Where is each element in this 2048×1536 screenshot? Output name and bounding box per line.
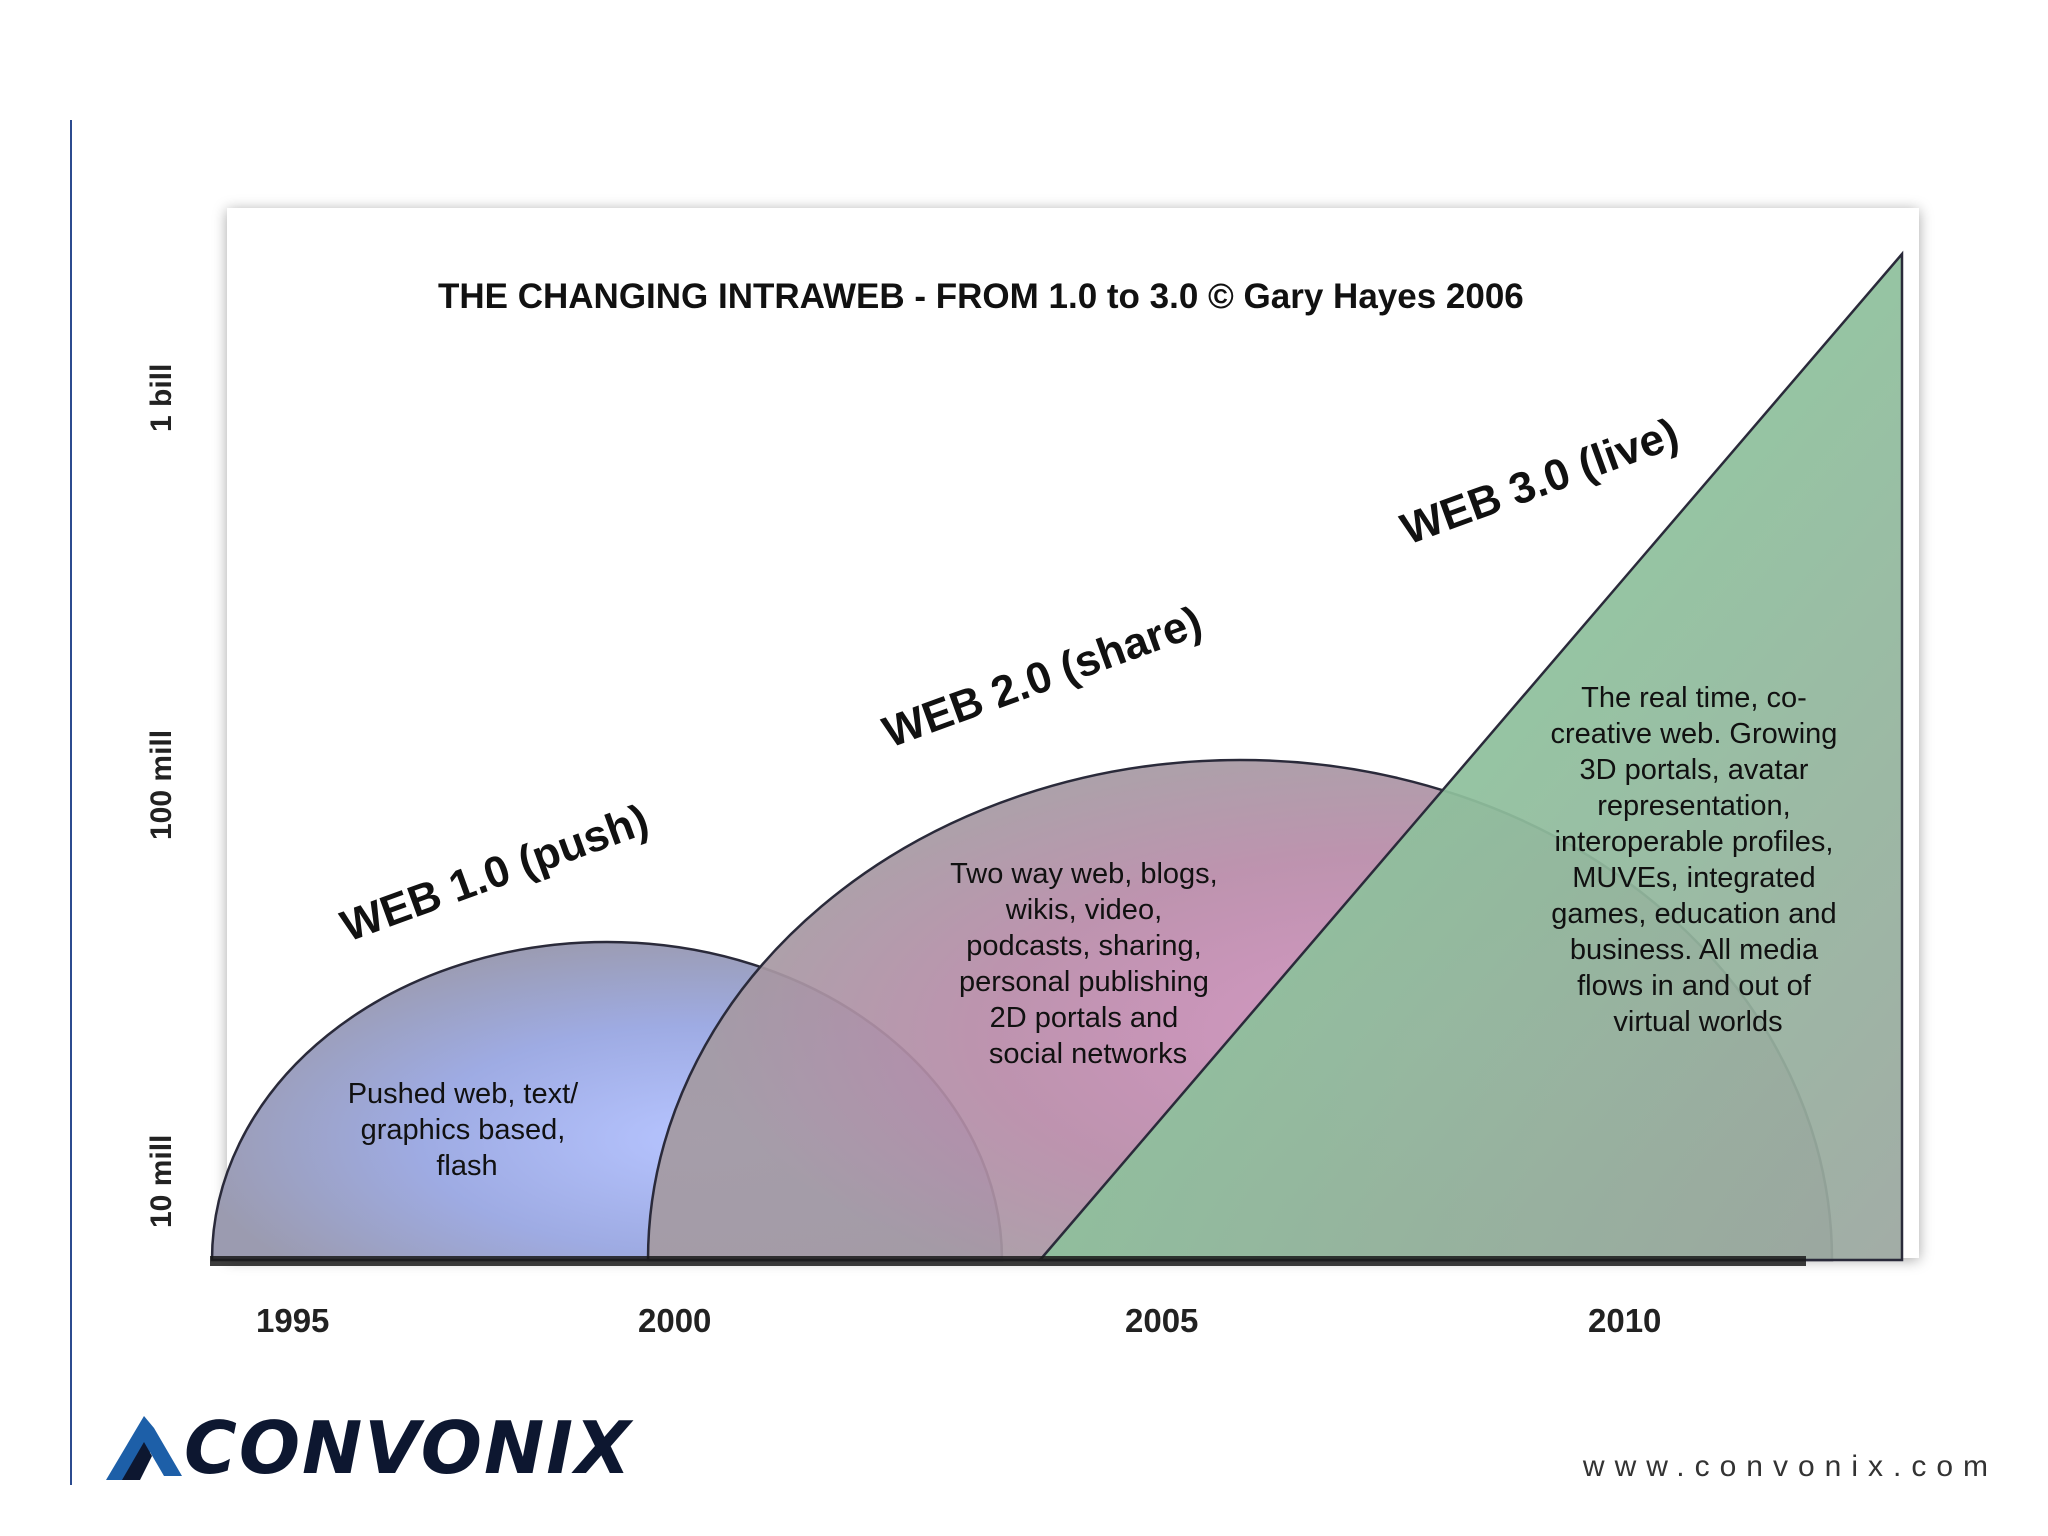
- x-tick-2000: 2000: [638, 1302, 712, 1339]
- web1-description: Pushed web, text/ graphics based, flash: [348, 1078, 587, 1182]
- web2-description: Two way web, blogs, wikis, video, podcas…: [950, 858, 1226, 1070]
- logo-text: CONVONIX: [184, 1406, 633, 1490]
- left-divider-line: [70, 120, 72, 1485]
- x-tick-2010: 2010: [1588, 1302, 1662, 1339]
- web3-description: The real time, co- creative web. Growing…: [1551, 682, 1846, 1038]
- diagram-title: THE CHANGING INTRAWEB - FROM 1.0 to 3.0 …: [438, 277, 1524, 316]
- x-tick-2005: 2005: [1125, 1302, 1199, 1339]
- convonix-logo: CONVONIX: [104, 1406, 633, 1490]
- x-tick-1995: 1995: [256, 1302, 330, 1339]
- timeline-baseline: [210, 1256, 1806, 1266]
- logo-mark-icon: [106, 1416, 182, 1480]
- website-url: www.convonix.com: [1582, 1450, 1998, 1483]
